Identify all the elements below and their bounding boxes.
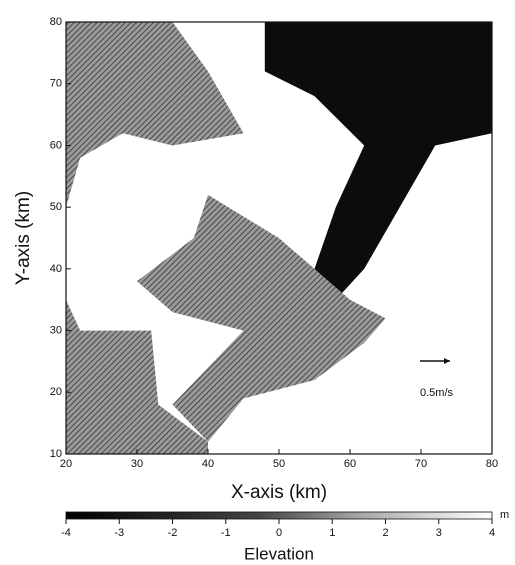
region-low-sw [66,299,208,454]
x-tick-label: 50 [273,458,285,470]
colorbar-tick-label: 2 [382,527,388,539]
annotation: 0.5m/s [420,387,454,399]
x-tick-label: 20 [60,458,72,470]
colorbar-tick-label: 0 [276,527,282,539]
colorbar-tick-label: 4 [489,527,495,539]
x-tick-label: 70 [415,458,427,470]
y-tick-label: 50 [50,201,62,213]
y-tick-label: 70 [50,78,62,90]
colorbar-tick-label: 1 [329,527,335,539]
y-tick-label: 10 [50,448,62,460]
x-tick-label: 40 [202,458,214,470]
x-axis-title: X-axis (km) [231,482,327,503]
colorbar-title: Elevation [244,544,314,563]
colorbar-tick-label: 3 [436,527,442,539]
x-tick-label: 30 [131,458,143,470]
y-tick-label: 60 [50,139,62,151]
colorbar-tick-label: -1 [221,527,231,539]
colorbar-unit: m [500,509,509,521]
region-high [264,22,492,300]
y-tick-label: 20 [50,386,62,398]
region-mid [137,194,386,442]
colorbar-tick-label: -2 [168,527,178,539]
y-tick-label: 80 [50,16,62,28]
y-axis-title: Y-axis (km) [13,191,34,285]
x-tick-label: 60 [344,458,356,470]
x-tick-label: 80 [486,458,498,470]
scale-arrowhead [444,358,450,364]
elevation-field [66,22,492,454]
colorbar-tick-label: -3 [114,527,124,539]
colorbar [65,511,493,520]
y-tick-label: 40 [50,263,62,275]
colorbar-tick-label: -4 [61,527,71,539]
region-low [66,22,244,208]
y-tick-label: 30 [50,324,62,336]
